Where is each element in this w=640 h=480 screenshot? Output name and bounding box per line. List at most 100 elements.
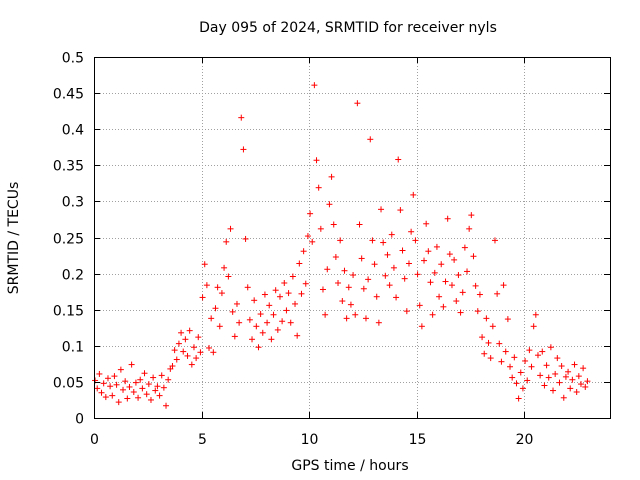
- data-point: [496, 340, 503, 347]
- data-point: [438, 261, 445, 268]
- data-point: [229, 308, 236, 315]
- data-point: [479, 334, 486, 341]
- data-point: [442, 278, 449, 285]
- data-point: [350, 272, 357, 279]
- y-tick-label: 0.5: [62, 51, 84, 67]
- data-point: [378, 206, 385, 213]
- data-point: [124, 395, 131, 402]
- data-point: [266, 302, 273, 309]
- data-point: [552, 370, 559, 377]
- data-point: [403, 308, 410, 315]
- data-point: [307, 210, 314, 217]
- data-point: [444, 215, 451, 222]
- data-point: [201, 261, 208, 268]
- data-point: [571, 361, 578, 368]
- data-point: [440, 303, 447, 310]
- data-point: [498, 358, 505, 365]
- data-point: [470, 253, 477, 260]
- data-point: [491, 237, 498, 244]
- data-point: [433, 243, 440, 250]
- data-point: [474, 308, 481, 315]
- data-point: [139, 385, 146, 392]
- data-point: [315, 184, 322, 191]
- data-point: [537, 372, 544, 379]
- data-point: [337, 237, 344, 244]
- data-point: [550, 387, 557, 394]
- data-point: [358, 255, 365, 262]
- data-point: [528, 363, 535, 370]
- data-point: [412, 237, 419, 244]
- data-points: [92, 82, 591, 409]
- data-point: [427, 279, 434, 286]
- data-point: [339, 298, 346, 305]
- data-point: [399, 247, 406, 254]
- y-tick-label: 0.45: [53, 87, 84, 103]
- data-point: [246, 316, 253, 323]
- x-tick-label: 15: [409, 432, 427, 448]
- data-point: [120, 386, 127, 393]
- data-point: [210, 349, 217, 356]
- data-point: [163, 402, 170, 409]
- data-point: [567, 385, 574, 392]
- data-point: [169, 363, 176, 370]
- data-point: [135, 394, 142, 401]
- data-point: [483, 315, 490, 322]
- data-point: [517, 369, 524, 376]
- y-tick-label: 0.4: [62, 123, 84, 139]
- data-point: [386, 282, 393, 289]
- data-point: [296, 260, 303, 267]
- x-tick-label: 0: [90, 432, 99, 448]
- data-point: [251, 297, 258, 304]
- data-point: [541, 382, 548, 389]
- data-point: [107, 383, 114, 390]
- data-point: [575, 373, 582, 380]
- data-point: [272, 287, 279, 294]
- data-point: [547, 344, 554, 351]
- data-point: [519, 385, 526, 392]
- data-point: [300, 248, 307, 255]
- y-tick-label: 0.35: [53, 159, 84, 175]
- y-tick-label: 0.1: [62, 340, 84, 356]
- data-point: [212, 305, 219, 312]
- data-point: [255, 344, 262, 351]
- data-point: [530, 323, 537, 330]
- data-point: [285, 290, 292, 297]
- data-point: [455, 272, 462, 279]
- data-point: [451, 256, 458, 263]
- x-axis-label: GPS time / hours: [291, 458, 408, 474]
- data-point: [298, 290, 305, 297]
- data-point: [446, 251, 453, 258]
- data-point: [319, 286, 326, 293]
- data-point: [259, 329, 266, 336]
- data-point: [476, 291, 483, 298]
- data-point: [184, 352, 191, 359]
- axis-ticks: 0 0.05 0.1 0.15 0.2 0.25 0.3 0.35 0.4 0.45 0.5 0 5 10…: [53, 51, 610, 448]
- data-point: [373, 293, 380, 300]
- data-point: [459, 289, 466, 296]
- data-point: [218, 290, 225, 297]
- x-tick-label: 20: [516, 432, 534, 448]
- data-point: [410, 191, 417, 198]
- data-point: [362, 315, 369, 322]
- data-point: [360, 285, 367, 292]
- data-point: [543, 362, 550, 369]
- data-point: [264, 319, 271, 326]
- data-point: [203, 282, 210, 289]
- data-point: [302, 280, 309, 287]
- data-point: [130, 389, 137, 396]
- data-point: [244, 284, 251, 291]
- data-point: [414, 271, 421, 278]
- data-point: [405, 260, 412, 267]
- data-point: [504, 316, 511, 323]
- data-point: [165, 376, 172, 383]
- data-point: [96, 370, 103, 377]
- data-point: [180, 348, 187, 355]
- data-point: [154, 383, 161, 390]
- data-point: [393, 294, 400, 301]
- data-point: [117, 366, 124, 373]
- data-point: [556, 379, 563, 386]
- data-point: [197, 349, 204, 356]
- data-point: [160, 384, 167, 391]
- data-point: [532, 311, 539, 318]
